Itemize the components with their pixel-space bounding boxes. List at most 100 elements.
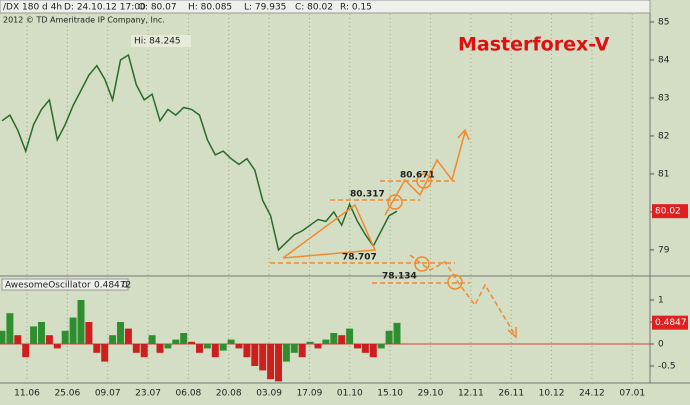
x-tick-label: 06.08 bbox=[176, 389, 202, 399]
target-circle bbox=[414, 256, 430, 272]
osc-bar bbox=[203, 344, 211, 349]
x-tick-label: 29.10 bbox=[418, 389, 444, 399]
y-tick-label: 82 bbox=[658, 131, 669, 141]
osc-bar bbox=[77, 299, 85, 345]
last-value-box bbox=[652, 315, 688, 330]
osc-bar bbox=[243, 344, 251, 358]
osc-bar bbox=[267, 344, 275, 380]
high-label: Hi: 84.245 bbox=[134, 37, 181, 47]
osc-bar bbox=[38, 321, 45, 345]
osc-bar bbox=[219, 344, 227, 351]
osc-current: 0.48472 bbox=[94, 281, 131, 291]
osc-bar bbox=[235, 344, 243, 349]
drawings bbox=[270, 128, 517, 339]
arrow-head bbox=[507, 327, 517, 339]
y-tick-label: 84 bbox=[658, 55, 670, 65]
osc-bar bbox=[148, 335, 156, 345]
x-tick-label: 20.08 bbox=[216, 389, 242, 399]
osc-bar bbox=[282, 344, 290, 362]
osc-bar bbox=[227, 339, 235, 345]
y-tick-label: 79 bbox=[658, 245, 670, 255]
osc-bar bbox=[259, 344, 267, 371]
y-tick-label: 85 bbox=[658, 17, 669, 27]
ohlc-close: C: 80.02 bbox=[295, 3, 333, 13]
last-value-label: 80.02 bbox=[655, 207, 681, 217]
header-bar bbox=[0, 0, 651, 14]
osc-bar bbox=[385, 330, 393, 345]
osc-bar bbox=[164, 344, 172, 349]
osc-bar bbox=[377, 344, 385, 349]
ohlc-high: H: 80.085 bbox=[188, 3, 232, 13]
osc-param: 0 bbox=[122, 281, 128, 291]
last-value-box bbox=[652, 204, 688, 219]
osc-bar bbox=[117, 321, 124, 345]
annotation: 78.707 bbox=[342, 253, 377, 263]
ohlc-range: R: 0.15 bbox=[340, 3, 372, 13]
osc-bar bbox=[132, 344, 140, 353]
osc-bar bbox=[156, 344, 164, 353]
ohlc-low: L: 79.935 bbox=[244, 3, 286, 13]
ohlc-open: O: 80.07 bbox=[138, 3, 177, 13]
osc-bar bbox=[314, 344, 322, 349]
x-tick-label: 17.09 bbox=[297, 389, 323, 399]
ohlc-date: D: 24.10.12 17:00 bbox=[64, 3, 146, 13]
osc-bar bbox=[109, 335, 117, 345]
osc-bar bbox=[361, 344, 369, 353]
osc-header bbox=[1, 278, 129, 291]
osc-title[interactable]: AwesomeOscillator bbox=[5, 281, 91, 291]
annotation: 80.671 bbox=[400, 171, 435, 181]
osc-bar bbox=[275, 344, 282, 382]
osc-bar bbox=[172, 339, 180, 345]
watermark: 2012 © TD Ameritrade IP Company, Inc. bbox=[3, 16, 165, 25]
x-tick-label: 26.11 bbox=[498, 389, 524, 399]
osc-bar bbox=[211, 344, 219, 358]
symbol[interactable]: /DX 180 d 4h bbox=[3, 3, 62, 13]
y-tick-label: 83 bbox=[658, 93, 669, 103]
target-circle bbox=[387, 194, 403, 210]
osc-bar bbox=[251, 344, 259, 367]
osc-bar bbox=[93, 344, 101, 353]
osc-bar bbox=[101, 344, 109, 362]
osc-bar bbox=[85, 321, 93, 345]
x-tick-label: 15.10 bbox=[377, 389, 403, 399]
x-tick-label: 09.07 bbox=[95, 389, 121, 399]
osc-bar bbox=[322, 339, 330, 345]
osc-bar bbox=[354, 344, 361, 349]
x-tick-label: 01.10 bbox=[337, 389, 363, 399]
high-label-bg bbox=[131, 35, 191, 47]
osc-bar bbox=[61, 330, 69, 345]
x-tick-label: 25.06 bbox=[54, 389, 80, 399]
osc-bar bbox=[124, 328, 132, 345]
target-circle bbox=[447, 274, 463, 290]
brand-title: Masterforex-V bbox=[458, 34, 610, 56]
osc-bar bbox=[393, 322, 401, 345]
y-tick-label: 81 bbox=[658, 169, 669, 179]
header: /DX 180 d 4h D: 24.10.12 17:00 O: 80.07 … bbox=[0, 0, 651, 14]
y-tick-label: 0 bbox=[658, 340, 664, 350]
osc-bar bbox=[369, 344, 377, 358]
osc-bar bbox=[0, 330, 6, 345]
osc-bar bbox=[45, 335, 53, 345]
osc-bar bbox=[140, 344, 148, 358]
x-tick-label: 12.11 bbox=[458, 389, 484, 399]
triangle bbox=[282, 203, 377, 259]
y-tick-label: -0.5 bbox=[658, 362, 676, 372]
osc-bar bbox=[22, 344, 30, 358]
osc-bar bbox=[14, 335, 22, 345]
annotation: 80.317 bbox=[350, 190, 385, 200]
annotation: 78.134 bbox=[382, 272, 417, 282]
osc-bar bbox=[69, 317, 77, 345]
osc-bar bbox=[180, 333, 188, 345]
osc-bar bbox=[346, 328, 354, 345]
osc-bar bbox=[196, 344, 203, 353]
x-tick-label: 23.07 bbox=[135, 389, 161, 399]
x-tick-label: 24.12 bbox=[579, 389, 605, 399]
osc-bar bbox=[298, 344, 306, 358]
osc-bar bbox=[6, 313, 14, 345]
osc-bar bbox=[290, 344, 298, 353]
osc-bar bbox=[53, 344, 61, 349]
osc-bar bbox=[188, 341, 196, 345]
y-tick-label: 1 bbox=[658, 295, 664, 305]
osc-bar bbox=[338, 335, 346, 345]
